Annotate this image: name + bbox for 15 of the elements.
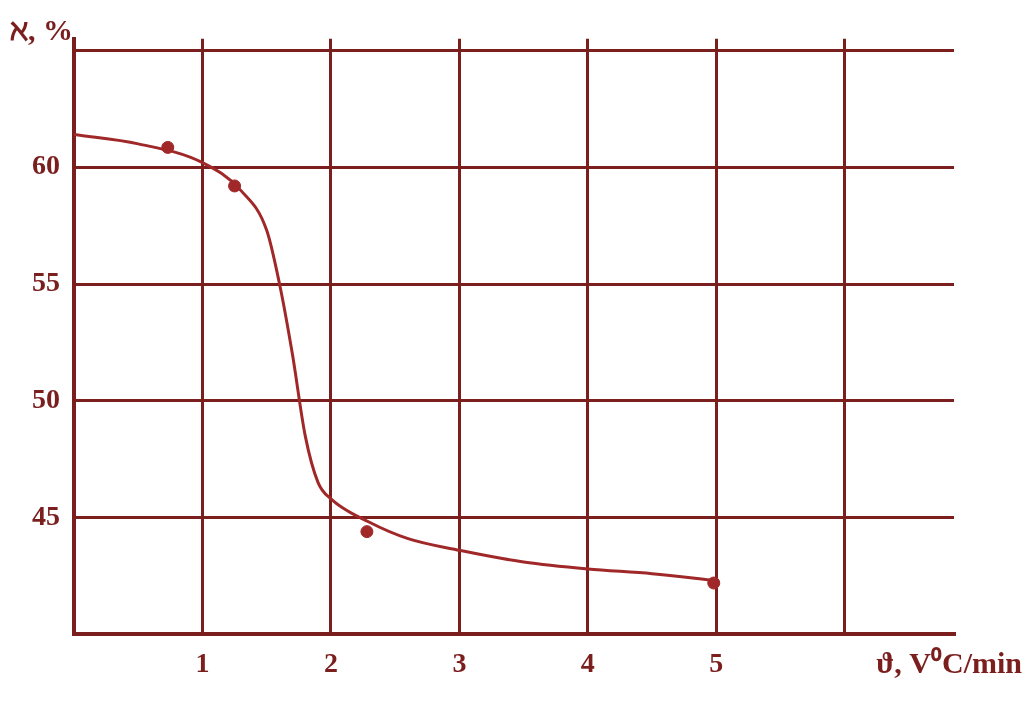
point: [161, 140, 175, 154]
y-axis-title: ℵ, %: [10, 12, 73, 46]
x-tick-label: 2: [323, 647, 338, 679]
x-axis-title: ϑ, V⁰C/min: [876, 646, 1023, 680]
y-tick-label: 50: [32, 383, 60, 415]
x-tick-label: 1: [195, 647, 210, 679]
y-tick-label: 45: [32, 499, 60, 531]
point: [228, 179, 242, 193]
y-tick-label: 55: [32, 266, 60, 298]
x-tick-label: 5: [709, 647, 724, 679]
x-tick-label: 3: [452, 647, 467, 679]
point: [707, 576, 721, 590]
point: [360, 525, 374, 539]
y-tick-label: 60: [32, 149, 60, 181]
x-tick-label: 4: [580, 647, 595, 679]
